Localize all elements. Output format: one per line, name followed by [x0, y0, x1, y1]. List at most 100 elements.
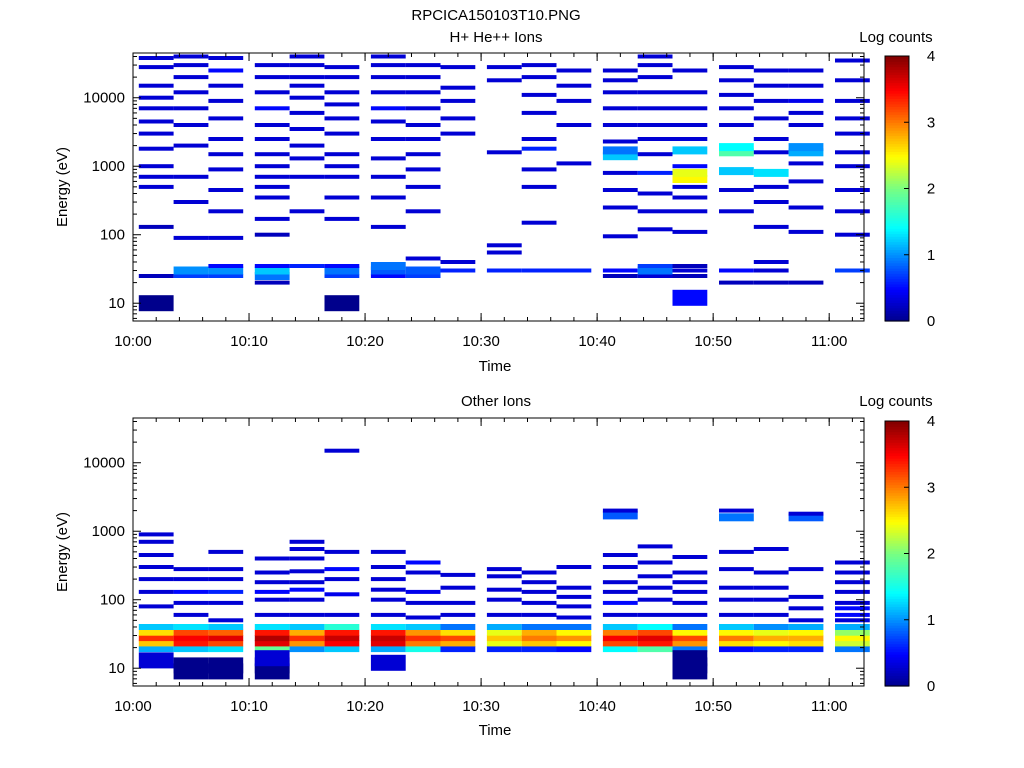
colorbar-swatch — [885, 207, 909, 211]
panel-other-ions: Other Ions 10:00 10:10 10:20 10:30 10:40 10:5… — [54, 393, 935, 739]
heatmap-cell — [835, 606, 870, 611]
panel-title: H+ He++ Ions — [450, 29, 543, 46]
heatmap-cell — [173, 589, 209, 594]
heatmap-cell — [556, 624, 592, 630]
colorbar-swatch — [885, 212, 909, 216]
heatmap-cell — [835, 618, 870, 623]
colorbar-swatch — [885, 177, 909, 182]
heatmap-cell — [486, 635, 522, 642]
colorbar-swatch — [885, 601, 909, 605]
heatmap-cell — [208, 589, 244, 594]
colorbar-swatch — [885, 98, 909, 102]
heatmap-cell — [835, 78, 870, 83]
heatmap-cell — [637, 640, 673, 647]
colorbar-swatch — [885, 265, 909, 269]
heatmap-cell — [788, 594, 824, 599]
heatmap-cell — [672, 289, 708, 306]
heatmap-cell — [602, 139, 638, 144]
colorbar-swatch — [885, 450, 909, 454]
heatmap-cell — [324, 295, 360, 312]
heatmap-cell — [556, 629, 592, 636]
heatmap-cell — [719, 508, 754, 513]
heatmap-cell — [486, 597, 522, 602]
heatmap-cell — [370, 90, 406, 95]
heatmap-cell — [521, 629, 557, 636]
heatmap-cell — [173, 75, 209, 80]
colorbar-swatch — [885, 606, 909, 610]
heatmap-cell — [672, 650, 708, 667]
colorbar-swatch — [885, 270, 909, 274]
heatmap-cell — [637, 170, 673, 175]
heatmap-cell — [672, 146, 708, 155]
colorbar-label: Log counts — [859, 393, 932, 410]
heatmap-cell — [486, 243, 522, 248]
heatmap-cell — [788, 123, 824, 127]
colorbar-tick-label: 0 — [927, 313, 935, 330]
heatmap-cell — [486, 78, 522, 83]
colorbar-swatch — [885, 268, 909, 272]
x-tick-label: 10:40 — [578, 698, 616, 715]
heatmap-cell — [835, 188, 870, 192]
heatmap-cell — [637, 191, 673, 196]
heatmap-cell — [370, 587, 406, 592]
heatmap-cell — [486, 574, 522, 579]
colorbar-swatch — [885, 643, 909, 647]
colorbar-swatch — [885, 481, 909, 486]
x-tick-label: 10:40 — [578, 333, 616, 350]
colorbar-swatch — [885, 617, 909, 621]
heatmap-cell — [405, 560, 441, 565]
heatmap-cell — [602, 123, 638, 127]
colorbar-swatch — [885, 558, 909, 563]
colorbar-swatch — [885, 199, 909, 203]
heatmap-cell — [324, 612, 360, 617]
heatmap-cell — [254, 570, 290, 575]
heatmap-cell — [637, 597, 673, 602]
colorbar-swatch — [885, 302, 909, 306]
colorbar-swatch — [885, 598, 909, 602]
heatmap-cell — [289, 547, 325, 551]
heatmap-cell — [486, 65, 522, 70]
heatmap-cell — [370, 565, 406, 569]
heatmap-cell — [324, 164, 360, 169]
heatmap-cell — [672, 168, 708, 177]
colorbar-swatch — [885, 545, 909, 549]
colorbar-swatch — [885, 183, 909, 187]
x-tick-label: 10:00 — [114, 698, 152, 715]
heatmap-cell — [324, 131, 360, 136]
colorbar-swatch — [885, 148, 909, 152]
colorbar-swatch — [885, 122, 909, 126]
heatmap-cell — [289, 54, 325, 59]
colorbar-swatch — [885, 553, 909, 557]
heatmap-cell — [602, 188, 638, 192]
colorbar-swatch — [885, 534, 909, 539]
colorbar-swatch — [885, 162, 909, 166]
colorbar-swatch — [885, 421, 909, 425]
heatmap-cell — [486, 624, 522, 630]
heatmap-cell — [173, 635, 209, 642]
heatmap-cell — [208, 209, 244, 214]
colorbar-swatch — [885, 132, 909, 137]
colorbar-swatch — [885, 577, 909, 581]
heatmap-cell — [672, 123, 708, 127]
colorbar-swatch — [885, 305, 909, 309]
heatmap-cell — [602, 612, 638, 617]
heatmap-cell — [602, 234, 638, 239]
heatmap-cell — [254, 90, 290, 95]
colorbar-swatch — [885, 220, 909, 224]
colorbar-swatch — [885, 87, 909, 92]
colorbar-swatch — [885, 175, 909, 179]
colorbar-swatch — [885, 244, 909, 248]
colorbar-swatch — [885, 468, 909, 472]
heatmap-cell — [324, 102, 360, 107]
heatmap-cell — [138, 640, 174, 647]
heatmap-cell — [753, 224, 789, 229]
heatmap-cell — [370, 262, 406, 270]
colorbar-swatch — [885, 614, 909, 618]
colorbar-swatch — [885, 159, 909, 163]
colorbar-swatch — [885, 484, 909, 488]
heatmap-cell — [254, 264, 290, 268]
heatmap-cell — [835, 589, 870, 594]
heatmap-cell — [521, 110, 557, 115]
heatmap-cell — [835, 268, 870, 273]
heatmap-cell — [440, 98, 476, 103]
